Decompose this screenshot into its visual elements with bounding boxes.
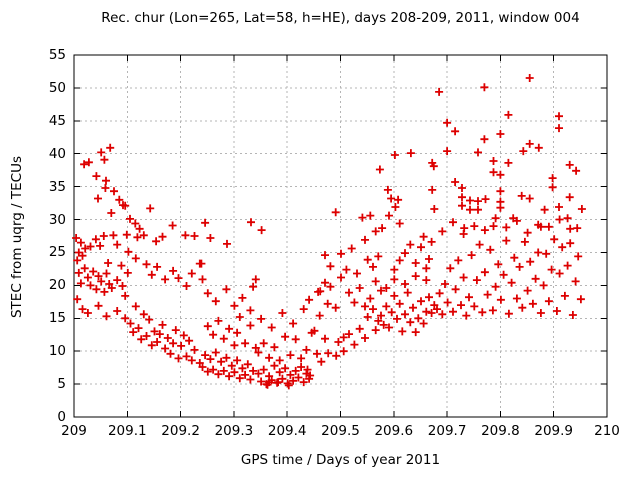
y-tick-label: 50 [48, 79, 66, 96]
x-tick-label: 209.8 [481, 423, 520, 439]
y-tick-label: 20 [48, 277, 66, 294]
y-tick-label: 30 [48, 211, 66, 228]
y-tick-label: 35 [48, 178, 66, 195]
y-tick-label: 40 [48, 145, 66, 162]
y-tick-label: 10 [48, 343, 66, 360]
x-tick-label: 209.6 [374, 423, 414, 439]
y-tick-label: 0 [57, 409, 66, 425]
scatter-points [72, 74, 586, 390]
x-tick-label: 209.5 [321, 423, 360, 439]
x-tick-label: 209.7 [427, 423, 467, 439]
y-tick-label: 15 [48, 310, 66, 327]
x-axis-title: GPS time / Days of year 2011 [240, 452, 441, 468]
y-tick-label: 55 [48, 47, 66, 63]
y-tick-label: 45 [48, 112, 66, 129]
chart-title: Rec. chur (Lon=265, Lat=58, h=HE), days … [101, 10, 580, 26]
x-tick-label: 209 [61, 423, 87, 439]
x-tick-label: 209.9 [534, 423, 574, 439]
x-tick-label: 209.1 [107, 423, 147, 439]
x-tick-label: 209.4 [267, 423, 307, 439]
y-tick-label: 25 [48, 244, 66, 261]
x-tick-label: 209.2 [161, 423, 200, 439]
y-axis-title: STEC from uqrg / TECUs [9, 155, 25, 319]
y-tick-label: 5 [57, 376, 66, 393]
x-tick-label: 209.3 [214, 423, 254, 439]
x-tick-label: 210 [594, 423, 620, 439]
